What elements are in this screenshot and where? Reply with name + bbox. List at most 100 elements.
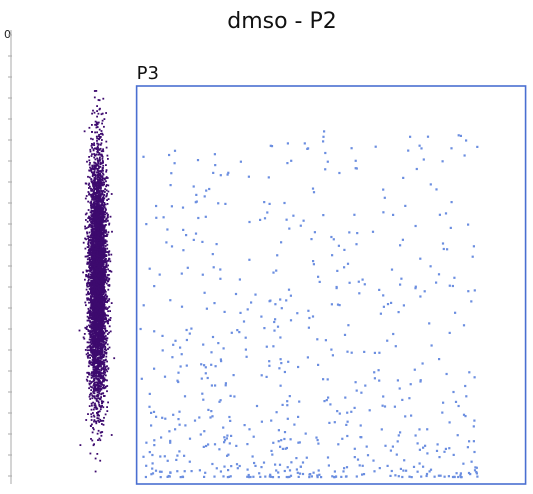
data-point xyxy=(102,292,105,294)
data-point xyxy=(92,428,95,431)
data-point xyxy=(97,257,99,259)
data-point xyxy=(84,227,87,230)
data-point xyxy=(96,375,99,378)
data-point xyxy=(91,353,94,356)
data-point xyxy=(98,288,101,291)
data-point xyxy=(100,357,103,360)
data-point xyxy=(97,373,100,376)
data-point xyxy=(90,167,92,170)
data-point xyxy=(89,336,92,339)
data-point xyxy=(94,367,97,369)
data-point xyxy=(103,125,105,128)
data-point xyxy=(101,384,104,386)
data-point xyxy=(93,142,95,145)
data-point xyxy=(94,402,96,405)
data-point xyxy=(88,285,90,288)
data-point xyxy=(97,188,100,190)
data-point xyxy=(100,330,102,332)
data-point xyxy=(100,339,103,342)
data-point xyxy=(87,250,90,252)
data-point xyxy=(101,387,104,389)
data-point xyxy=(104,210,106,213)
data-point xyxy=(98,299,100,302)
data-point xyxy=(104,213,107,216)
data-point xyxy=(89,239,91,241)
data-point xyxy=(93,179,96,182)
data-point xyxy=(98,364,101,367)
data-point xyxy=(102,213,105,215)
data-point xyxy=(91,312,94,314)
data-point xyxy=(91,249,93,252)
data-point xyxy=(99,238,101,241)
data-point xyxy=(100,353,103,356)
data-point xyxy=(91,146,93,149)
data-point xyxy=(98,214,101,217)
data-point xyxy=(97,99,100,101)
data-point xyxy=(100,279,103,281)
data-point xyxy=(90,419,93,421)
data-point xyxy=(93,350,96,353)
data-point xyxy=(100,247,102,250)
data-point xyxy=(105,140,108,143)
data-point xyxy=(95,184,97,187)
data-point xyxy=(106,314,108,317)
data-point xyxy=(104,241,106,244)
data-point xyxy=(90,408,93,411)
data-point xyxy=(92,408,95,411)
data-point xyxy=(90,340,92,343)
data-point xyxy=(89,424,92,427)
data-point xyxy=(92,241,95,244)
data-point xyxy=(100,170,102,173)
data-point xyxy=(96,149,99,152)
data-point xyxy=(86,160,88,163)
data-point xyxy=(84,197,87,200)
data-point xyxy=(99,342,102,345)
data-point xyxy=(110,434,113,436)
data-point xyxy=(79,444,82,446)
data-point xyxy=(97,169,99,172)
data-point xyxy=(108,331,110,334)
data-point xyxy=(92,342,94,344)
data-point xyxy=(92,366,95,368)
data-point xyxy=(92,248,94,251)
data-point xyxy=(104,325,106,327)
data-point xyxy=(98,215,100,218)
data-point xyxy=(87,252,89,254)
data-point xyxy=(94,332,97,335)
data-point xyxy=(98,266,101,269)
data-point xyxy=(93,420,95,423)
data-point xyxy=(97,361,100,364)
data-point xyxy=(87,365,90,368)
data-point xyxy=(91,404,93,407)
data-point xyxy=(101,253,104,256)
data-point xyxy=(94,348,97,351)
data-point xyxy=(89,277,92,280)
data-point xyxy=(103,278,106,281)
data-point xyxy=(99,212,102,215)
data-point xyxy=(93,172,95,175)
data-point xyxy=(95,123,98,126)
data-point xyxy=(99,194,102,197)
data-point xyxy=(89,452,92,455)
data-point xyxy=(91,397,94,400)
data-point xyxy=(97,233,99,236)
data-point xyxy=(91,164,94,167)
data-point xyxy=(90,402,93,405)
data-point xyxy=(102,361,104,364)
data-point xyxy=(88,159,91,162)
data-point xyxy=(97,162,100,165)
data-point xyxy=(91,318,93,321)
data-point xyxy=(101,257,103,260)
data-point xyxy=(96,131,98,134)
data-point xyxy=(103,336,106,339)
data-point xyxy=(100,130,103,132)
data-point xyxy=(107,274,109,276)
data-point xyxy=(97,143,100,146)
data-point xyxy=(88,382,91,385)
data-point xyxy=(89,216,92,219)
data-point xyxy=(90,266,93,269)
data-point xyxy=(97,395,99,397)
data-point xyxy=(99,287,102,289)
data-point xyxy=(96,184,99,187)
data-point xyxy=(98,172,100,175)
